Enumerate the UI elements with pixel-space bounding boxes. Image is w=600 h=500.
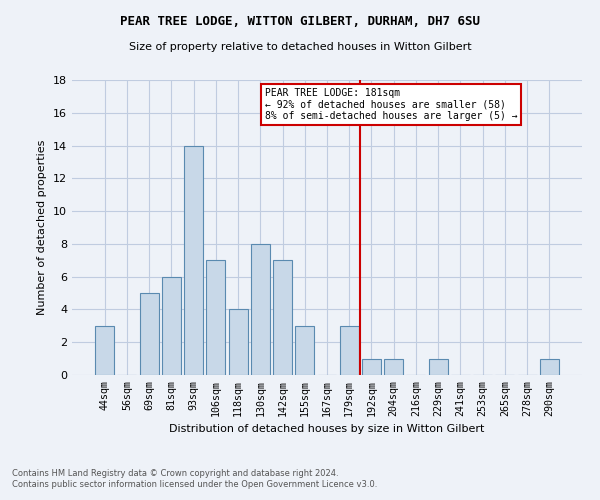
Bar: [140, 293, 158, 375]
Bar: [184, 146, 203, 375]
Bar: [162, 276, 181, 375]
Text: PEAR TREE LODGE: 181sqm
← 92% of detached houses are smaller (58)
8% of semi-det: PEAR TREE LODGE: 181sqm ← 92% of detache…: [265, 88, 517, 122]
Bar: [251, 244, 270, 375]
Bar: [273, 260, 292, 375]
Text: Contains public sector information licensed under the Open Government Licence v3: Contains public sector information licen…: [12, 480, 377, 489]
Bar: [429, 358, 448, 375]
Bar: [362, 358, 381, 375]
Bar: [206, 260, 225, 375]
Bar: [95, 326, 114, 375]
X-axis label: Distribution of detached houses by size in Witton Gilbert: Distribution of detached houses by size …: [169, 424, 485, 434]
Text: PEAR TREE LODGE, WITTON GILBERT, DURHAM, DH7 6SU: PEAR TREE LODGE, WITTON GILBERT, DURHAM,…: [120, 15, 480, 28]
Y-axis label: Number of detached properties: Number of detached properties: [37, 140, 47, 315]
Text: Contains HM Land Registry data © Crown copyright and database right 2024.: Contains HM Land Registry data © Crown c…: [12, 468, 338, 477]
Text: Size of property relative to detached houses in Witton Gilbert: Size of property relative to detached ho…: [128, 42, 472, 52]
Bar: [340, 326, 359, 375]
Bar: [229, 310, 248, 375]
Bar: [540, 358, 559, 375]
Bar: [295, 326, 314, 375]
Bar: [384, 358, 403, 375]
